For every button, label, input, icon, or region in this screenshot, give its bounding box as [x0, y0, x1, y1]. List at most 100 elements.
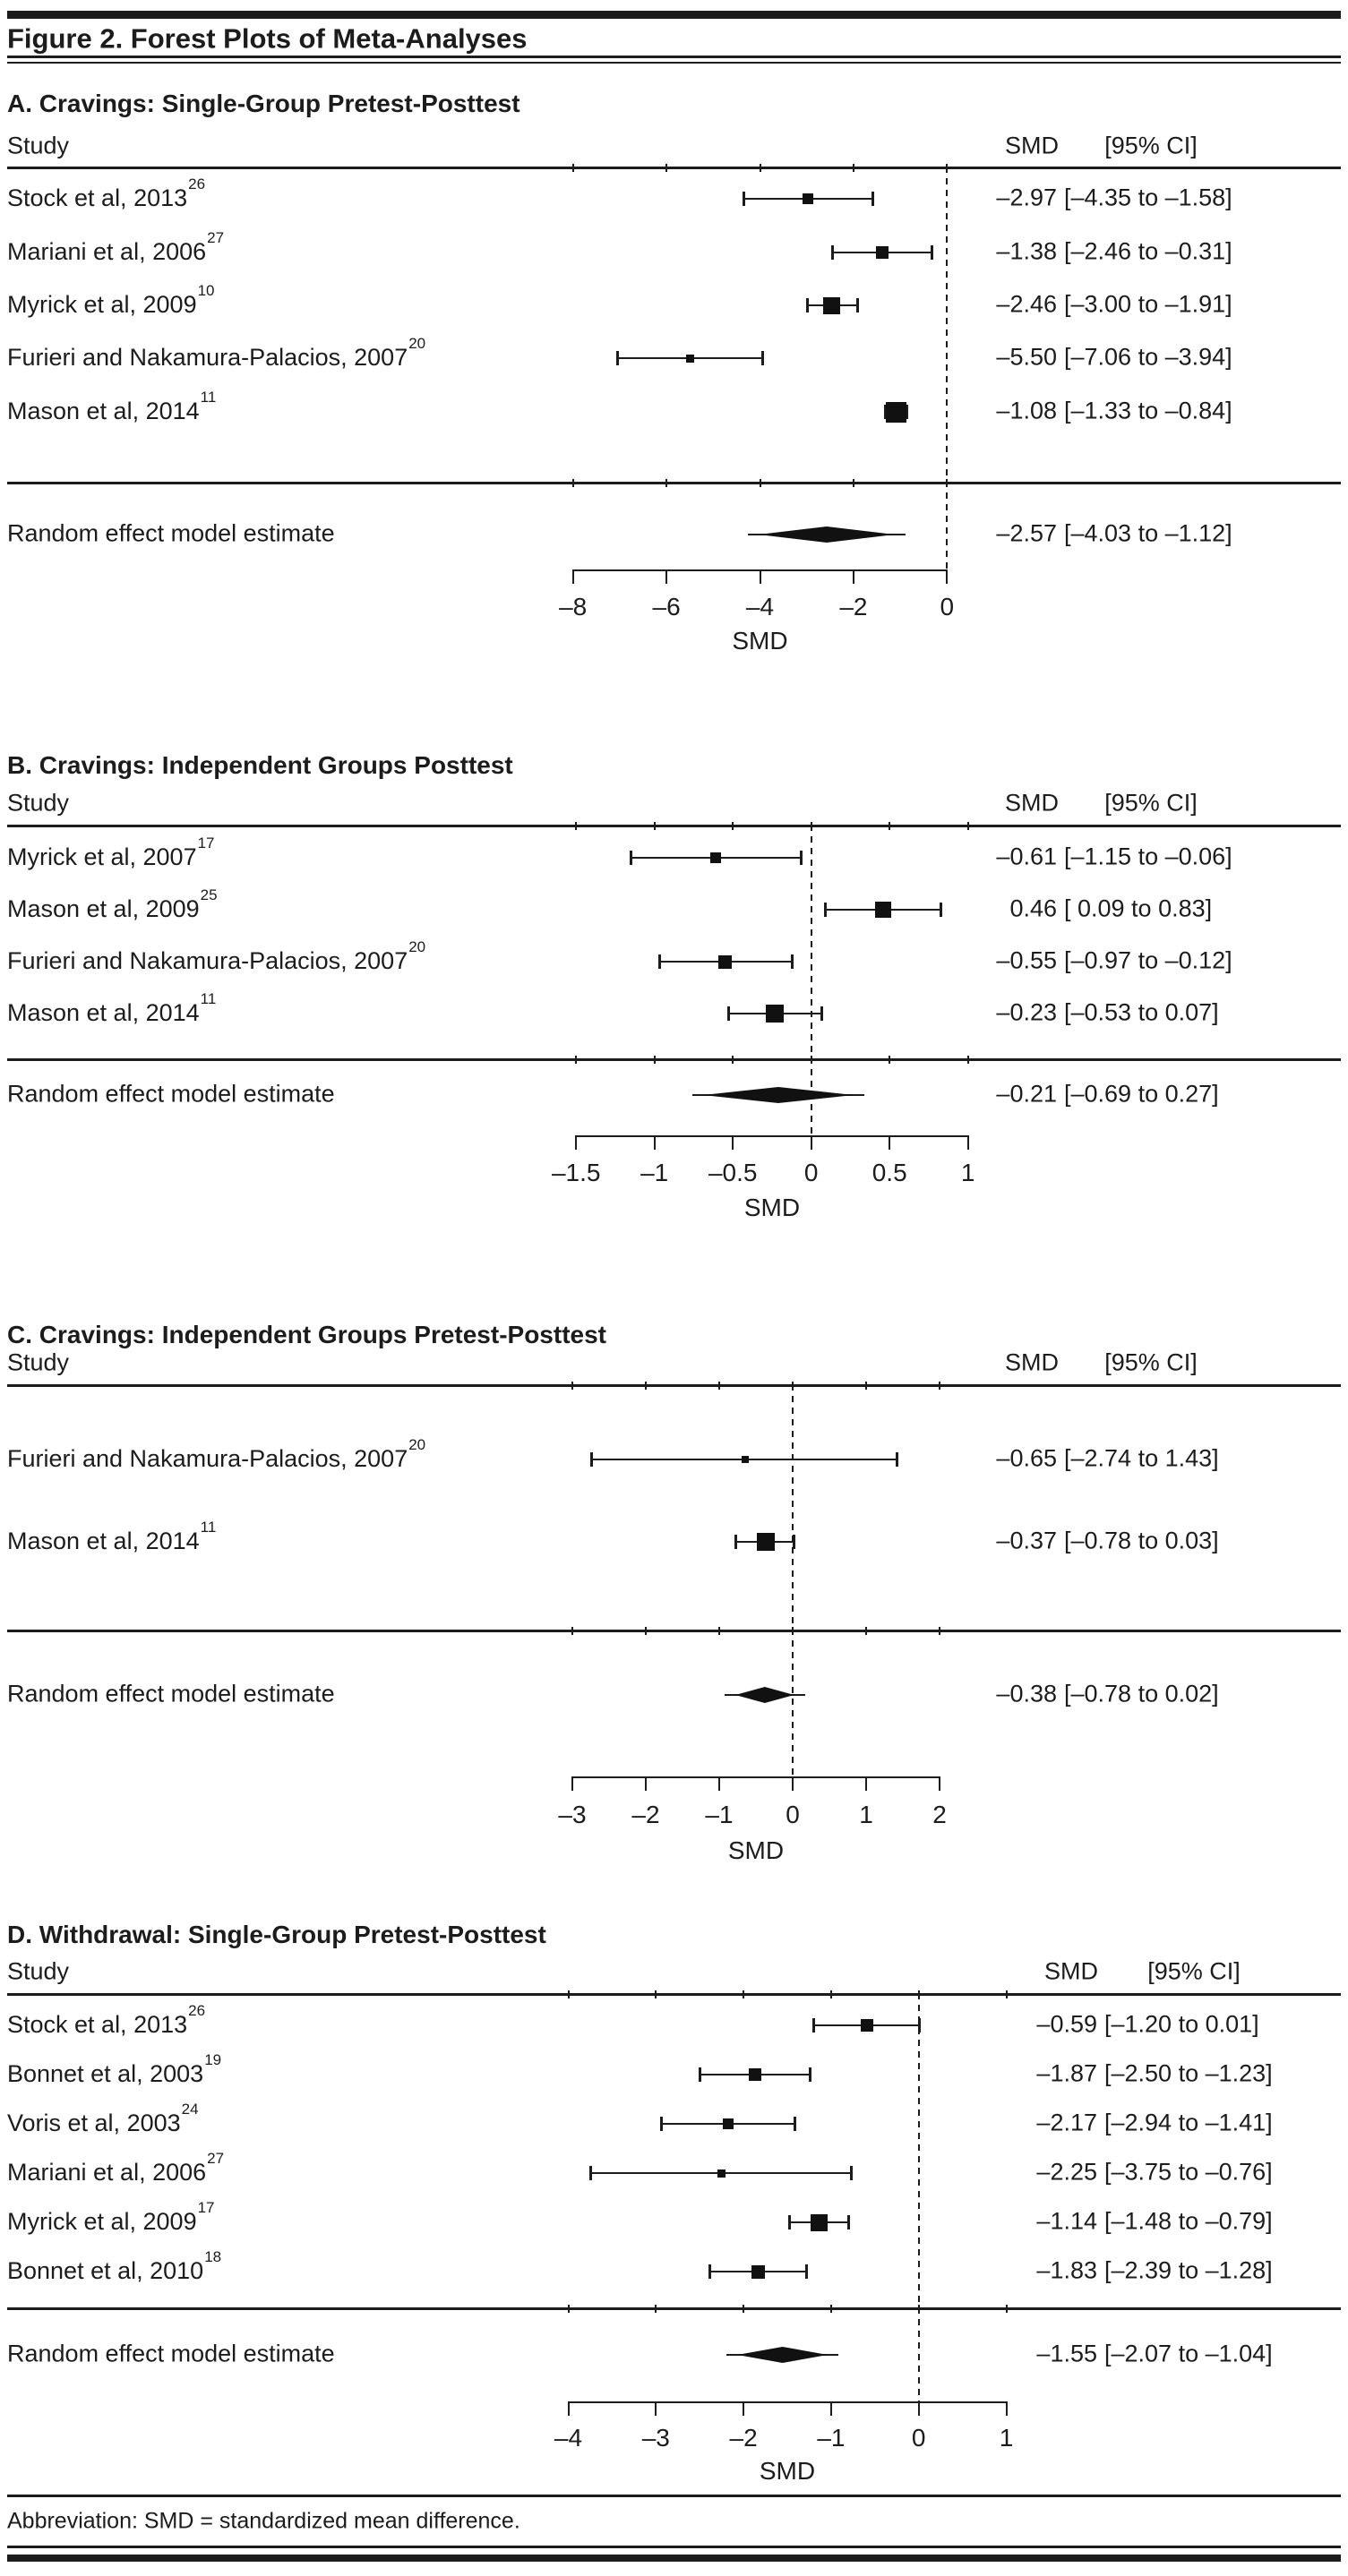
study-row-label: Mason et al, 201411	[7, 990, 216, 1027]
smd-value: 0.46	[1009, 894, 1057, 922]
ci-cap-left	[588, 2166, 592, 2180]
study-name: Furieri and Nakamura-Palacios, 2007	[7, 344, 408, 372]
study-name: Bonnet et al, 2010	[7, 2257, 204, 2285]
ci-column-header: [95% CI]	[1104, 789, 1198, 817]
rule-tick-nub	[665, 163, 668, 172]
study-row-label: Mason et al, 201411	[7, 389, 216, 425]
smd-column-header: SMD	[1005, 1348, 1059, 1376]
rule-tick-nub	[889, 821, 891, 830]
ci-value: [–1.15 to –0.06]	[1064, 843, 1232, 870]
rule-tick-nub	[829, 1990, 832, 1998]
ci-cap-right	[871, 192, 874, 206]
axis-tick	[571, 569, 574, 584]
rule-tick-nub	[653, 821, 656, 830]
smd-column-header: SMD	[1005, 789, 1059, 817]
axis-tick	[939, 1776, 940, 1791]
effect-marker	[875, 902, 892, 918]
ci-cap-right	[820, 1006, 823, 1021]
rule-tick-nub	[759, 163, 761, 172]
rule-tick-nub	[571, 163, 574, 172]
smd-value: –2.46	[996, 290, 1057, 318]
separator-rule	[7, 1058, 1341, 1061]
separator-rule	[7, 2307, 1341, 2310]
study-name: Mason et al, 2014	[7, 999, 200, 1027]
study-ref-superscript: 26	[188, 175, 206, 193]
smd-column-header: SMD	[1005, 132, 1059, 159]
axis-tick-label: 1	[859, 1800, 873, 1828]
ci-value: [–3.75 to –0.76]	[1104, 2158, 1273, 2186]
axis-tick	[655, 2401, 657, 2416]
summary-ci-value: [–0.69 to 0.27]	[1064, 1080, 1219, 1108]
study-name: Stock et al, 2013	[7, 2011, 188, 2039]
axis-tick	[567, 2401, 570, 2416]
rule-tick-nub	[743, 2304, 745, 2313]
axis-tick-label: –2	[631, 1800, 660, 1828]
effect-marker	[860, 2019, 873, 2032]
rule-tick-nub	[575, 1055, 578, 1064]
study-row-label: Bonnet et al, 200319	[7, 2051, 221, 2088]
top-bar	[7, 11, 1341, 19]
footer-note: Abbreviation: SMD = standardized mean di…	[7, 2508, 520, 2534]
effect-marker	[717, 2169, 726, 2178]
panel-c-heading: C. Cravings: Independent Groups Pretest-…	[7, 1320, 606, 1348]
ci-cap-right	[804, 2264, 808, 2279]
ci-column-header: [95% CI]	[1104, 1348, 1198, 1376]
study-ref-superscript: 17	[197, 2199, 215, 2217]
ci-cap-right	[855, 298, 859, 312]
axis-line	[568, 2401, 1007, 2403]
rule-tick-nub	[571, 478, 574, 487]
figure-title: Figure 2. Forest Plots of Meta-Analyses	[7, 22, 528, 55]
study-name: Mason et al, 2009	[7, 895, 200, 923]
ci-cap-right	[917, 2018, 921, 2033]
study-ref-superscript: 11	[200, 990, 217, 1008]
smd-value: –2.97	[996, 184, 1057, 211]
smd-value: –0.65	[996, 1444, 1057, 1472]
separator-rule	[7, 1630, 1341, 1632]
axis-tick-label: 0.5	[871, 1158, 907, 1186]
study-ref-superscript: 10	[197, 282, 215, 300]
ci-cap-left	[812, 2018, 816, 2033]
axis-tick	[571, 1776, 573, 1791]
title-rule-thin	[7, 62, 1341, 64]
rule-tick-nub	[665, 478, 668, 487]
summary-diamond	[737, 2347, 828, 2363]
rule-tick-nub	[655, 2304, 657, 2313]
smd-value: –0.37	[996, 1527, 1057, 1554]
axis-label: SMD	[743, 1193, 801, 1221]
study-ref-superscript: 26	[188, 2002, 206, 2020]
smd-value: –0.23	[996, 998, 1057, 1026]
study-name: Myrick et al, 2007	[7, 843, 197, 871]
summary-diamond	[758, 526, 895, 543]
ci-cap-right	[800, 851, 803, 865]
summary-label: Random effect model estimate	[7, 2340, 335, 2367]
ci-cap-left	[660, 2117, 664, 2131]
study-ref-superscript: 19	[204, 2051, 222, 2069]
study-row-label: Mason et al, 201411	[7, 1519, 216, 1555]
study-name: Myrick et al, 2009	[7, 291, 197, 319]
ci-cap-left	[734, 1535, 738, 1549]
study-name: Mason et al, 2014	[7, 1528, 200, 1555]
axis-tick	[917, 2401, 920, 2416]
smd-column-header: SMD	[1044, 1957, 1098, 1985]
effect-marker	[723, 2118, 734, 2129]
smd-value: –1.08	[996, 397, 1057, 424]
ci-cap-left	[830, 245, 834, 260]
rule-tick-nub	[865, 1626, 867, 1635]
smd-value: –2.25	[1036, 2158, 1097, 2186]
study-column-header: Study	[7, 1957, 70, 1985]
ci-value: [–2.74 to 1.43]	[1064, 1444, 1219, 1472]
axis-tick	[665, 569, 668, 584]
ci-value: [ 0.09 to 0.83]	[1064, 894, 1213, 922]
axis-tick	[966, 1135, 969, 1150]
study-name: Mason et al, 2014	[7, 398, 200, 425]
effect-marker	[748, 2068, 761, 2081]
study-ref-superscript: 25	[200, 886, 218, 904]
ci-cap-left	[787, 2215, 791, 2229]
ci-value: [–2.50 to –1.23]	[1104, 2059, 1273, 2087]
ci-column-header: [95% CI]	[1147, 1957, 1241, 1985]
effect-marker	[876, 246, 889, 259]
study-row-label: Stock et al, 201326	[7, 2002, 205, 2039]
ci-cap-right	[809, 2067, 812, 2082]
rule-tick-nub	[653, 1055, 656, 1064]
